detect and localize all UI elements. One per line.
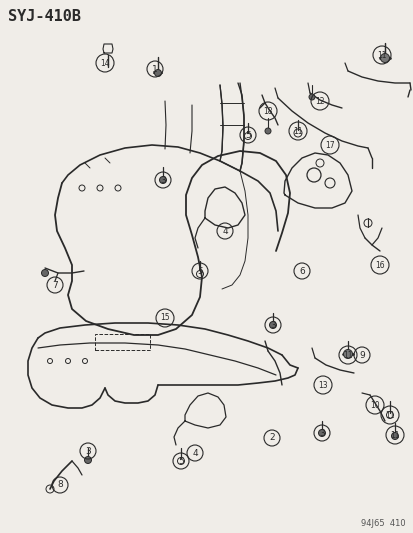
Text: 17: 17 <box>324 141 334 149</box>
Text: 4: 4 <box>192 448 197 457</box>
Text: 15: 15 <box>160 313 169 322</box>
Circle shape <box>380 53 389 62</box>
Text: 11: 11 <box>376 51 386 60</box>
Text: 3: 3 <box>85 447 91 456</box>
Text: 94J65  410: 94J65 410 <box>361 519 405 528</box>
Text: 5: 5 <box>197 266 202 276</box>
Circle shape <box>159 176 166 183</box>
Text: 1: 1 <box>152 64 157 74</box>
Circle shape <box>308 94 314 100</box>
Text: 16: 16 <box>374 261 384 270</box>
Text: 11: 11 <box>389 431 399 440</box>
Text: 6: 6 <box>299 266 304 276</box>
Text: 13: 13 <box>318 381 327 390</box>
Text: SYJ-410B: SYJ-410B <box>8 9 81 24</box>
Text: 5: 5 <box>178 456 183 465</box>
Text: 11: 11 <box>292 126 302 135</box>
Text: 12: 12 <box>314 96 324 106</box>
Circle shape <box>269 321 276 328</box>
Bar <box>95 334 150 350</box>
Text: 4: 4 <box>222 227 227 236</box>
Text: 18: 18 <box>263 107 272 116</box>
Text: 2: 2 <box>268 433 274 442</box>
Text: 10: 10 <box>369 400 379 409</box>
Text: 3: 3 <box>269 320 275 329</box>
Text: 3: 3 <box>318 429 324 438</box>
Circle shape <box>41 270 48 277</box>
Circle shape <box>318 430 325 437</box>
Circle shape <box>264 128 271 134</box>
Text: 11: 11 <box>342 351 352 359</box>
Circle shape <box>154 69 161 77</box>
Text: 8: 8 <box>57 481 63 489</box>
Circle shape <box>84 456 91 464</box>
Text: 14: 14 <box>100 59 109 68</box>
Text: 3: 3 <box>160 175 166 184</box>
Text: 5: 5 <box>244 131 250 140</box>
Text: 11: 11 <box>385 410 394 419</box>
Text: 7: 7 <box>52 280 58 289</box>
Circle shape <box>391 432 398 440</box>
Text: 9: 9 <box>358 351 364 359</box>
Circle shape <box>343 350 351 359</box>
